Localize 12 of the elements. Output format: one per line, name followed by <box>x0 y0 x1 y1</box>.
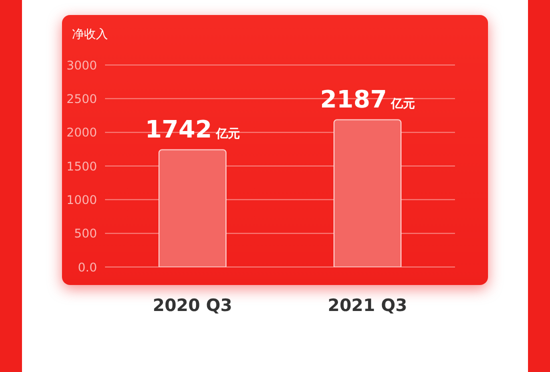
y-tick-label: 1000 <box>66 192 97 207</box>
y-tick-label: 3000 <box>66 58 97 72</box>
y-axis-title: 净收入 <box>72 26 108 43</box>
y-tick-label: 0.0 <box>78 260 97 274</box>
data-label: 1742 亿元 <box>145 116 240 144</box>
y-tick-label: 500 <box>74 226 97 241</box>
y-tick-label: 2000 <box>66 126 97 140</box>
x-tick-label: 2020 Q3 <box>152 296 232 316</box>
y-tick-label: 1500 <box>66 159 97 174</box>
data-label: 2187 亿元 <box>320 86 415 114</box>
x-tick-label: 2021 Q3 <box>328 296 408 316</box>
y-tick-label: 2500 <box>66 92 97 106</box>
